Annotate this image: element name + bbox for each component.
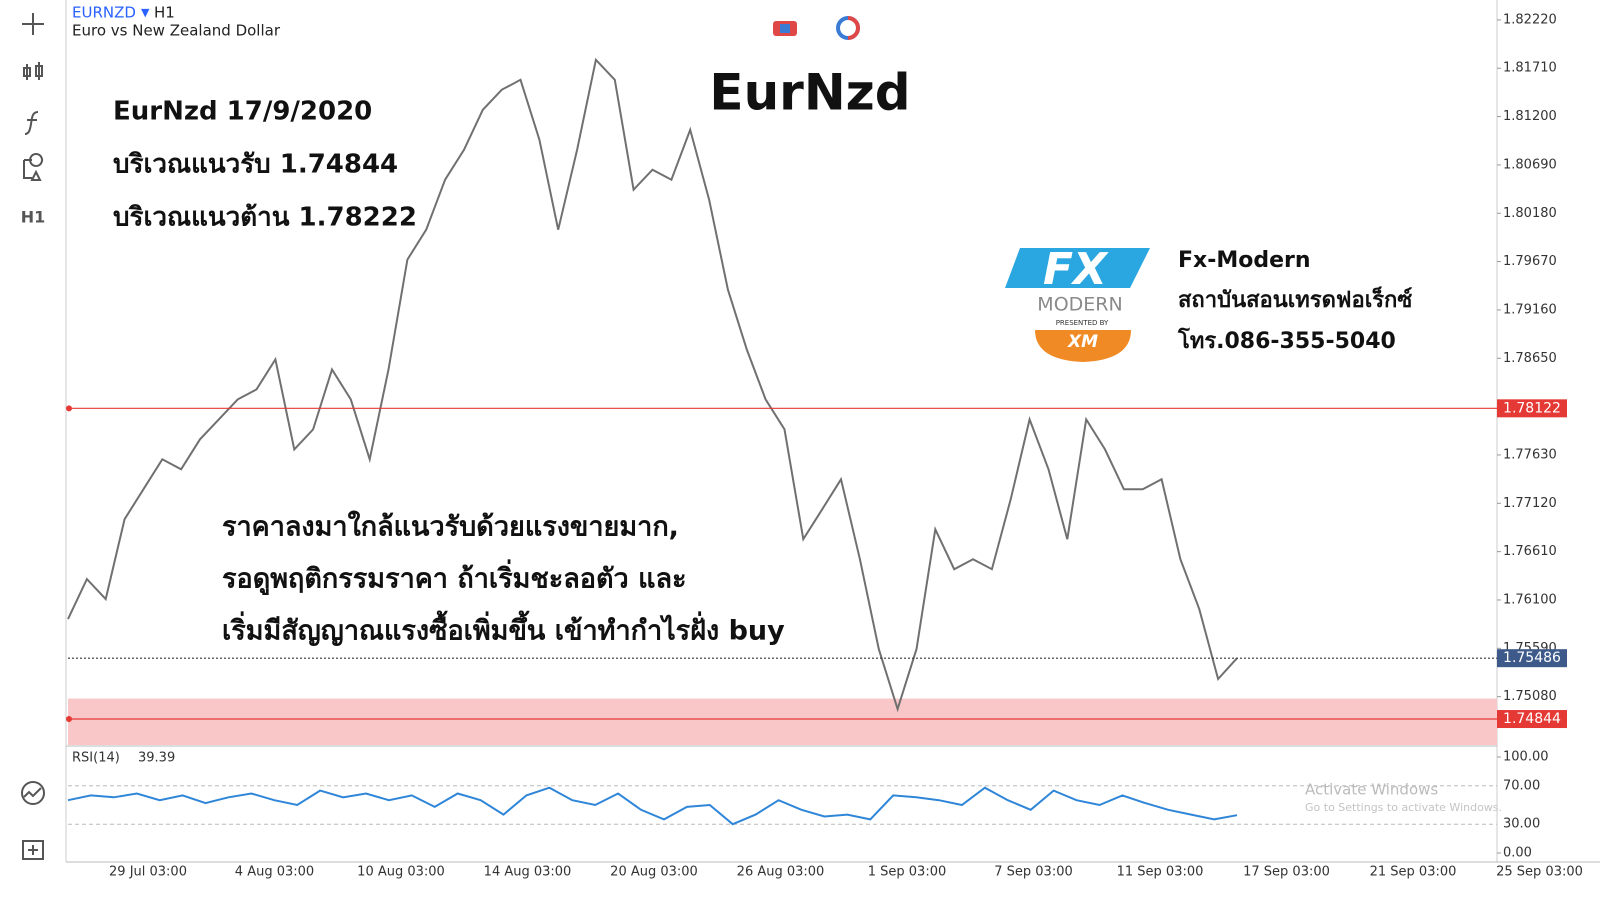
y-tick-label: 1.77630 <box>1503 447 1557 462</box>
x-tick-label: 26 Aug 03:00 <box>737 865 825 880</box>
note: บริเวณแนวรับ 1.74844 <box>113 150 398 180</box>
logo-sub: MODERN <box>1037 294 1122 316</box>
x-tick-label: 21 Sep 03:00 <box>1370 865 1457 880</box>
logo-text: FX <box>1043 244 1109 295</box>
brand-line: Fx-Modern <box>1178 248 1311 273</box>
y-tick-label: 1.80180 <box>1503 206 1557 221</box>
level-label-bg <box>1497 710 1567 729</box>
rsi-tick-label: 30.00 <box>1503 817 1540 832</box>
x-tick-label: 1 Sep 03:00 <box>868 865 947 880</box>
level-label: 1.74844 <box>1503 711 1561 727</box>
indicator-window-tool[interactable] <box>21 781 45 805</box>
y-tick-label: 1.76100 <box>1503 592 1557 607</box>
heading: EurNzd <box>709 64 910 122</box>
level-handle <box>66 716 72 723</box>
logo-partner: XM <box>1067 332 1098 352</box>
brand-line: โทร.086-355-5040 <box>1177 327 1396 354</box>
rsi-tick-label: 0.00 <box>1503 846 1532 861</box>
timeframe: H1 <box>154 4 175 22</box>
comment: รอดูพฤติกรรมราคา ถ้าเริ่มชะลอตัว และ <box>222 559 687 596</box>
comment: เริ่มมีสัญญาณแรงซื้อเพิ่มขึ้น เข้าทำกำไร… <box>222 610 785 647</box>
logo-badge <box>1035 330 1131 362</box>
y-tick-label: 1.82220 <box>1503 12 1557 27</box>
x-tick-label: 10 Aug 03:00 <box>357 865 445 880</box>
add-tool[interactable] <box>22 840 44 860</box>
level-label-bg <box>1497 649 1567 668</box>
brand-line: สถาบันสอนเทรดฟอเร็กซ์ <box>1178 285 1412 313</box>
y-tick-label: 1.81200 <box>1503 109 1557 124</box>
y-tick-label: 1.81710 <box>1503 61 1557 76</box>
note: บริเวณแนวต้าน 1.78222 <box>113 203 417 233</box>
symbol-dropdown[interactable]: ▼ <box>141 6 150 19</box>
rsi-label: RSI(14) <box>72 751 120 766</box>
y-tick-label: 1.79670 <box>1503 254 1557 269</box>
level-handle <box>66 405 72 412</box>
symbol[interactable]: EURNZD <box>72 4 136 22</box>
indicator-window-icon <box>23 787 42 798</box>
level-label: 1.78122 <box>1503 400 1561 416</box>
chart-type-tool[interactable] <box>23 62 43 80</box>
y-tick-label: 1.78650 <box>1503 351 1557 366</box>
top-icon-inner <box>780 24 790 33</box>
x-tick-label: 14 Aug 03:00 <box>484 865 572 880</box>
y-tick-label: 1.76610 <box>1503 544 1557 559</box>
level-label-bg <box>1497 399 1567 418</box>
x-tick-label: 11 Sep 03:00 <box>1117 865 1204 880</box>
comment: ราคาลงมาใกล้แนวรับด้วยแรงขายมาก, <box>222 511 679 543</box>
logo: FX MODERN PRESENTED BY XM <box>1005 244 1150 362</box>
rsi-tick-label: 70.00 <box>1503 778 1540 793</box>
crosshair-tool[interactable] <box>22 13 44 35</box>
toolbar <box>21 13 45 860</box>
x-tick-label: 7 Sep 03:00 <box>994 865 1073 880</box>
rsi-line <box>67 786 1238 826</box>
level-label: 1.75486 <box>1503 650 1561 666</box>
logo-presented: PRESENTED BY <box>1056 319 1109 327</box>
add-icon <box>28 845 38 855</box>
indicator-tool[interactable] <box>24 111 39 135</box>
y-tick-label: 1.79160 <box>1503 302 1557 317</box>
timeframe-button[interactable]: H1 <box>21 208 46 227</box>
x-tick-label: 17 Sep 03:00 <box>1243 865 1330 880</box>
price-line <box>67 57 1238 713</box>
y-tick-label: 1.75080 <box>1503 689 1557 704</box>
x-tick-label: 25 Sep 03:00 <box>1496 865 1583 880</box>
x-tick-label: 20 Aug 03:00 <box>610 865 698 880</box>
watermark: Activate Windows <box>1305 781 1438 799</box>
plot <box>66 57 1497 745</box>
top-icon-2-half <box>847 16 860 40</box>
note: EurNzd 17/9/2020 <box>113 97 372 127</box>
logo-shape <box>1005 248 1150 288</box>
rsi-value: 39.39 <box>138 751 175 766</box>
watermark: Go to Settings to activate Windows. <box>1305 801 1502 814</box>
symbol-description: Euro vs New Zealand Dollar <box>72 22 281 40</box>
rsi-tick-label: 100.00 <box>1503 750 1549 765</box>
y-tick-label: 1.77120 <box>1503 496 1557 511</box>
y-tick-label: 1.80690 <box>1503 157 1557 172</box>
x-tick-label: 4 Aug 03:00 <box>235 865 314 880</box>
objects-tool[interactable] <box>23 153 44 181</box>
support-zone <box>68 698 1497 745</box>
x-tick-label: 29 Jul 03:00 <box>109 865 187 880</box>
